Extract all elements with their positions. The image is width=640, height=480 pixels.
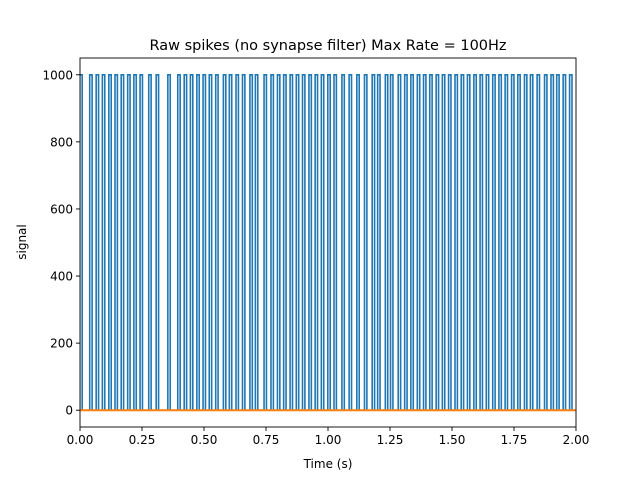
spike [529, 73, 534, 411]
spike [308, 73, 313, 411]
spike [441, 73, 446, 411]
spike [189, 73, 194, 411]
spike [254, 73, 259, 411]
x-tick-label: 0.50 [191, 433, 218, 447]
spike [543, 73, 548, 411]
spike [333, 73, 338, 411]
spike [568, 73, 573, 411]
spike [376, 73, 381, 411]
spike [371, 73, 376, 411]
spike [289, 73, 294, 411]
spike [516, 73, 521, 411]
y-axis-label: signal [15, 224, 29, 260]
plot-area [80, 73, 576, 412]
spike [208, 73, 213, 411]
spike [447, 73, 452, 411]
spike [348, 73, 353, 411]
spike [176, 73, 181, 411]
spike [202, 73, 207, 411]
spike [95, 73, 100, 411]
spike [108, 73, 113, 411]
y-tick-label: 0 [65, 404, 73, 418]
spike [485, 73, 490, 411]
spike [147, 73, 152, 411]
spike [403, 73, 408, 411]
spike [435, 73, 440, 411]
spike [341, 73, 346, 411]
spike [222, 73, 227, 411]
spike [326, 73, 331, 411]
spike [276, 73, 281, 411]
spike [167, 73, 172, 411]
spike [139, 73, 144, 411]
spike [555, 73, 560, 411]
spike [214, 73, 219, 411]
spike [263, 73, 268, 411]
spike [114, 73, 119, 411]
spike [295, 73, 300, 411]
x-tick-label: 1.25 [377, 433, 404, 447]
x-axis-label: Time (s) [303, 457, 353, 471]
spike [410, 73, 415, 411]
spike [550, 73, 555, 411]
spike [282, 73, 287, 411]
spike [120, 73, 125, 411]
spike [389, 73, 394, 411]
spike [241, 73, 246, 411]
spike [196, 73, 201, 411]
spike [356, 73, 361, 411]
spike [235, 73, 240, 411]
spike [466, 73, 471, 411]
spike [88, 73, 93, 411]
spike [504, 73, 509, 411]
spike [155, 73, 160, 411]
spike [536, 73, 541, 411]
x-tick-label: 1.00 [315, 433, 342, 447]
spike [183, 73, 188, 411]
spike-series [80, 73, 573, 411]
spike [80, 73, 83, 411]
spike [422, 73, 427, 411]
spike [363, 73, 368, 411]
spike [473, 73, 478, 411]
y-tick-label: 400 [50, 270, 73, 284]
x-tick-label: 1.75 [501, 433, 528, 447]
x-tick-label: 0.25 [129, 433, 156, 447]
spike [228, 73, 233, 411]
spike [397, 73, 402, 411]
axes: 0.00 0.25 0.50 0.75 1.00 1.25 1.50 1.75 2.00 0 200… [42, 57, 590, 447]
spike [416, 73, 421, 411]
spike [270, 73, 275, 411]
spike [301, 73, 306, 411]
spike [562, 73, 567, 411]
spike [428, 73, 433, 411]
x-tick-label: 0.00 [67, 433, 94, 447]
spike [491, 73, 496, 411]
spike [460, 73, 465, 411]
x-tick-label: 0.75 [253, 433, 280, 447]
spike [510, 73, 515, 411]
x-tick-label: 1.50 [439, 433, 466, 447]
spike [314, 73, 319, 411]
spike [101, 73, 106, 411]
spike [454, 73, 459, 411]
spike [249, 73, 254, 411]
chart-title: Raw spikes (no synapse filter) Max Rate … [149, 38, 506, 54]
spike [133, 73, 138, 411]
spike [498, 73, 503, 411]
y-tick-label: 600 [50, 202, 73, 216]
y-tick-label: 1000 [42, 68, 73, 82]
y-tick-label: 800 [50, 135, 73, 149]
spike [523, 73, 528, 411]
spike [126, 73, 131, 411]
x-tick-label: 2.00 [563, 433, 590, 447]
y-tick-label: 200 [50, 337, 73, 351]
spike [320, 73, 325, 411]
spike [479, 73, 484, 411]
spike [384, 73, 389, 411]
